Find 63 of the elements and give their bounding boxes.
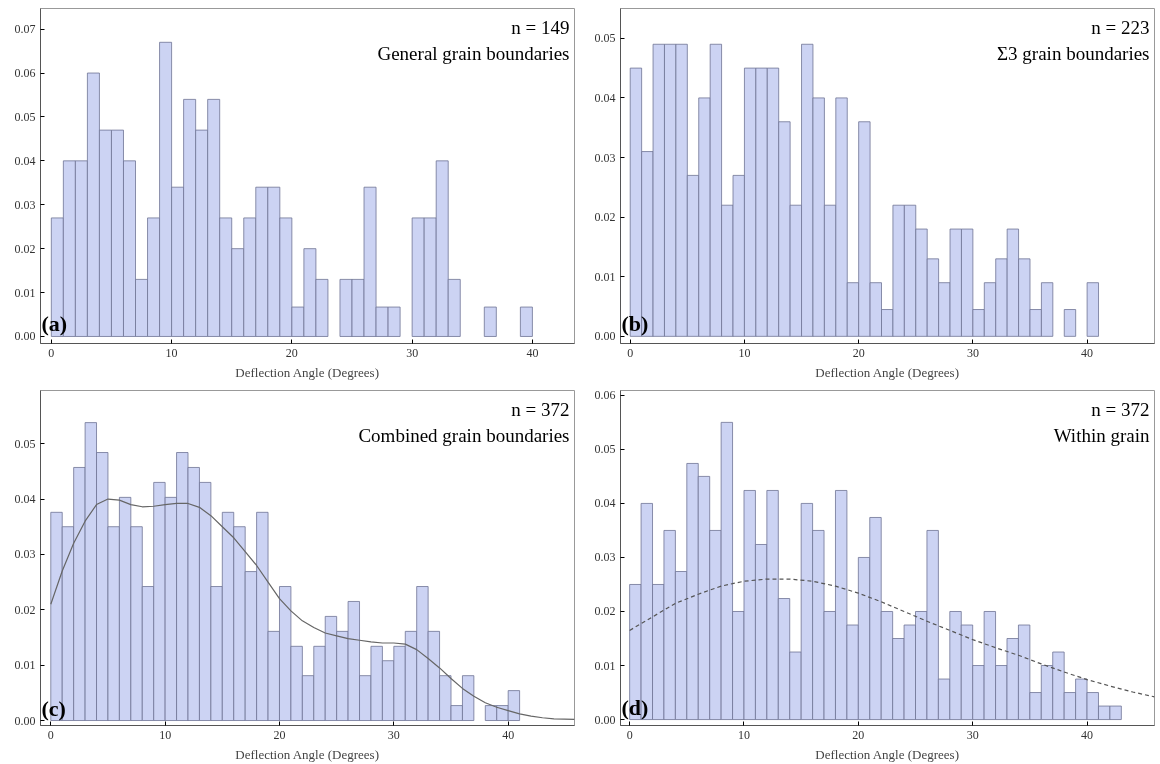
x-tick-label: 0: [48, 345, 55, 360]
x-axis-title: Deflection Angle (Degrees): [235, 746, 379, 762]
y-tick-label: 0.01: [594, 658, 616, 673]
x-axis-title: Deflection Angle (Degrees): [235, 364, 379, 380]
x-tick-label: 40: [1081, 345, 1094, 360]
x-tick-label: 10: [737, 727, 750, 742]
y-tick-label: 0.04: [594, 496, 616, 511]
y-tick-label: 0.02: [14, 241, 36, 256]
x-tick-label: 10: [738, 345, 751, 360]
y-tick-label: 0.05: [594, 442, 616, 457]
y-tick-label: 0.05: [594, 31, 616, 46]
annotation: Combined grain boundaries: [358, 424, 570, 446]
annotation: (c): [41, 695, 66, 721]
y-tick-label: 0.01: [14, 658, 36, 673]
annotation: (a): [41, 311, 68, 337]
annotation: General grain boundaries: [377, 42, 570, 64]
y-tick-label: 0.05: [14, 436, 36, 451]
x-tick-label: 30: [966, 727, 979, 742]
x-tick-label: 30: [387, 727, 400, 742]
y-tick-label: 0.05: [14, 109, 36, 124]
x-tick-label: 20: [285, 345, 298, 360]
y-tick-label: 0.01: [14, 285, 36, 300]
y-tick-label: 0.06: [594, 388, 616, 403]
x-tick-label: 20: [273, 727, 286, 742]
y-tick-label: 0.04: [594, 90, 616, 105]
annotation: (d): [621, 694, 649, 720]
annotation: n = 372: [511, 398, 570, 420]
y-tick-label: 0.04: [14, 153, 36, 168]
y-tick-label: 0.03: [14, 197, 36, 212]
annotation: Within grain: [1053, 424, 1150, 446]
x-tick-label: 0: [47, 727, 54, 742]
x-tick-label: 10: [159, 727, 172, 742]
x-tick-label: 20: [852, 727, 865, 742]
x-tick-label: 40: [1081, 727, 1094, 742]
y-tick-label: 0.01: [594, 269, 616, 284]
x-tick-label: 20: [852, 345, 865, 360]
y-tick-label: 0.00: [594, 329, 616, 344]
x-tick-label: 40: [526, 345, 539, 360]
y-tick-label: 0.00: [14, 713, 36, 728]
x-tick-label: 0: [627, 345, 634, 360]
y-tick-label: 0.03: [14, 547, 36, 562]
y-tick-label: 0.00: [14, 329, 36, 344]
y-tick-label: 0.03: [594, 550, 616, 565]
annotation: n = 223: [1091, 16, 1150, 38]
x-axis-title: Deflection Angle (Degrees): [815, 364, 959, 380]
x-tick-label: 10: [165, 345, 178, 360]
annotation: n = 149: [511, 16, 570, 38]
x-axis-title: Deflection Angle (Degrees): [815, 746, 959, 762]
y-tick-label: 0.00: [594, 712, 616, 727]
y-tick-label: 0.02: [594, 604, 616, 619]
annotation: n = 372: [1091, 398, 1150, 420]
y-tick-label: 0.06: [14, 66, 36, 81]
x-tick-label: 40: [502, 727, 515, 742]
annotation: (b): [621, 311, 649, 337]
annotation: Σ3 grain boundaries: [997, 42, 1150, 64]
y-tick-label: 0.02: [594, 210, 616, 225]
x-tick-label: 30: [966, 345, 979, 360]
x-tick-label: 30: [406, 345, 419, 360]
y-tick-label: 0.04: [14, 492, 36, 507]
x-tick-label: 0: [626, 727, 633, 742]
y-tick-label: 0.07: [14, 22, 36, 37]
y-tick-label: 0.03: [594, 150, 616, 165]
y-tick-label: 0.02: [14, 602, 36, 617]
